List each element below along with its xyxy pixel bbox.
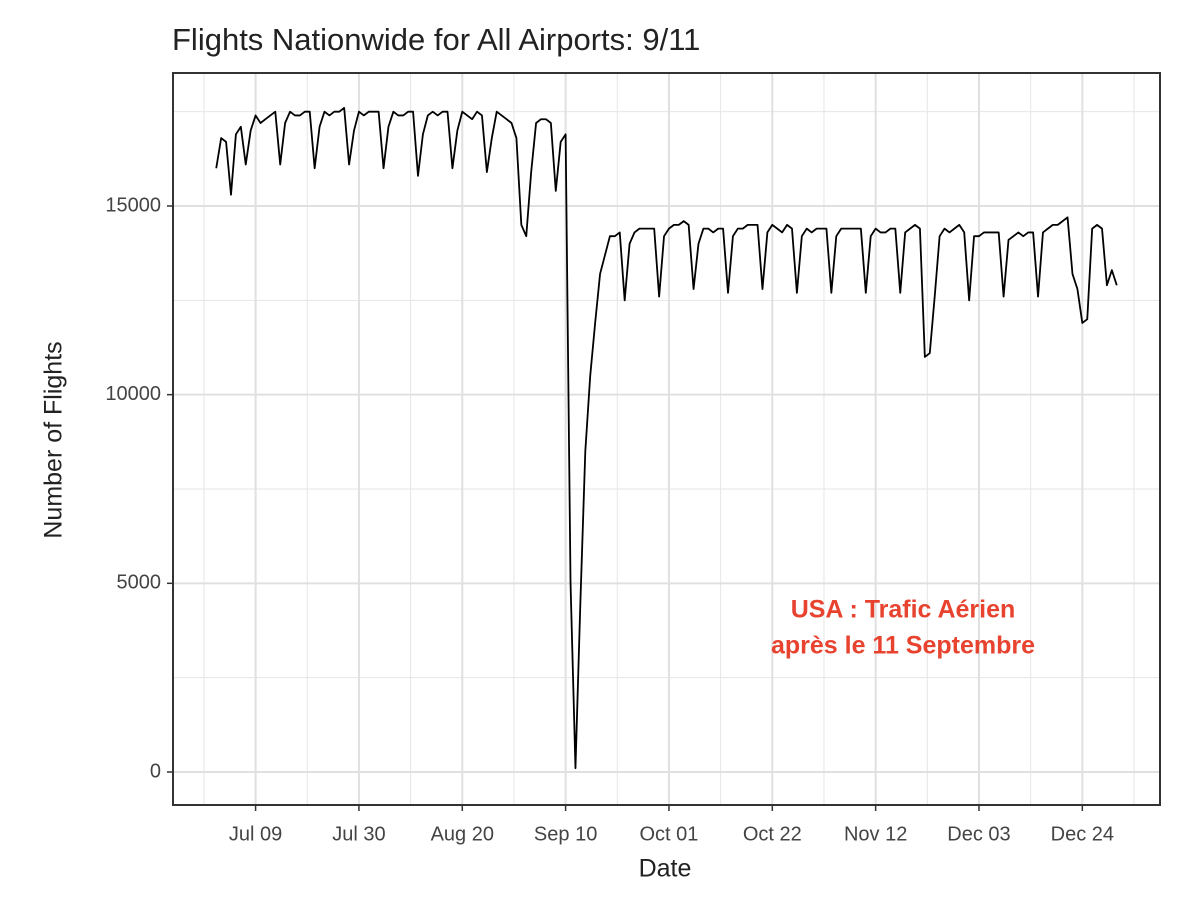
y-axis-label: Number of Flights [40, 341, 68, 538]
x-axis-label: Date [639, 855, 692, 883]
x-tick-label: Nov 12 [844, 823, 907, 845]
x-tick-label: Dec 24 [1051, 823, 1114, 845]
x-tick-label: Jul 30 [332, 823, 385, 845]
annotation: USA : Trafic Aérien [791, 596, 1016, 624]
y-tick-label: 10000 [105, 383, 161, 405]
x-tick-label: Dec 03 [947, 823, 1010, 845]
chart-title: Flights Nationwide for All Airports: 9/1… [172, 22, 700, 57]
x-tick-label: Sep 10 [534, 823, 597, 845]
data-line [215, 107, 1118, 770]
y-tick-label: 5000 [117, 572, 162, 594]
x-tick-label: Jul 09 [229, 823, 282, 845]
x-tick-label: Oct 22 [743, 823, 802, 845]
y-tick-label: 15000 [105, 194, 161, 216]
annotation: après le 11 Septembre [771, 632, 1035, 660]
panel-border [172, 72, 1161, 806]
x-tick-label: Aug 20 [431, 823, 494, 845]
x-tick-label: Oct 01 [639, 823, 698, 845]
y-tick-label: 0 [150, 760, 161, 782]
